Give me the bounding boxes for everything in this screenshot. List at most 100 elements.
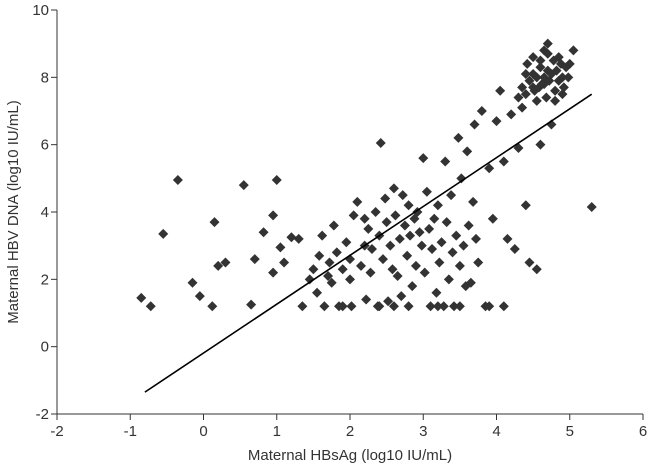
data-points <box>136 38 597 312</box>
data-point <box>531 95 542 106</box>
data-point <box>297 301 308 312</box>
data-point <box>209 217 220 228</box>
data-point <box>238 180 249 191</box>
data-point <box>438 301 449 312</box>
data-point <box>522 58 533 69</box>
data-point <box>279 257 290 268</box>
data-point <box>469 119 480 130</box>
data-point <box>396 291 407 302</box>
data-point <box>548 55 559 66</box>
data-point <box>365 267 376 278</box>
data-point <box>498 156 509 167</box>
data-point <box>502 233 513 244</box>
data-point <box>314 250 325 261</box>
data-point <box>447 247 458 258</box>
data-point <box>558 82 569 93</box>
data-point <box>425 301 436 312</box>
data-point <box>517 82 528 93</box>
data-point <box>359 213 370 224</box>
data-point <box>346 301 357 312</box>
data-point <box>366 244 377 255</box>
data-point <box>286 232 297 243</box>
data-point <box>431 287 442 298</box>
data-point <box>586 201 597 212</box>
data-point <box>440 156 451 167</box>
data-point <box>557 89 568 100</box>
x-tick-label: -2 <box>50 423 63 440</box>
data-point <box>517 102 528 113</box>
data-point <box>375 137 386 148</box>
data-point <box>476 106 487 116</box>
y-tick-label: 0 <box>41 339 49 356</box>
data-point <box>246 299 257 310</box>
data-point <box>434 257 445 268</box>
data-point <box>416 240 427 251</box>
data-point <box>407 281 418 292</box>
data-point <box>348 210 359 221</box>
data-point <box>187 277 198 288</box>
data-point <box>436 237 447 248</box>
data-point <box>541 92 552 103</box>
x-axis-title: Maternal HBsAg (log10 IU/mL) <box>248 447 452 464</box>
data-point <box>449 301 460 312</box>
data-point <box>304 274 315 285</box>
data-point <box>308 264 319 275</box>
data-point <box>345 274 355 285</box>
data-point <box>385 240 396 251</box>
data-point <box>535 62 546 73</box>
data-point <box>374 301 385 312</box>
data-point <box>443 274 454 285</box>
data-point <box>555 58 566 69</box>
data-point <box>268 210 279 221</box>
x-tick-label: 2 <box>346 423 354 440</box>
data-point <box>453 132 464 143</box>
data-point <box>337 264 348 275</box>
data-point <box>473 257 484 268</box>
data-point <box>377 254 388 265</box>
data-point <box>341 237 352 248</box>
data-point <box>551 65 562 76</box>
x-tick-label: -1 <box>124 423 137 440</box>
data-point <box>491 116 502 127</box>
data-point <box>424 223 435 234</box>
data-point <box>528 52 539 63</box>
data-point <box>388 183 399 194</box>
data-point <box>399 220 410 231</box>
data-point <box>403 301 414 312</box>
data-point <box>432 200 443 211</box>
data-point <box>331 247 342 258</box>
data-point <box>352 196 363 207</box>
data-point <box>337 301 348 312</box>
y-ticks: -2 0 2 4 6 8 10 <box>32 2 57 423</box>
data-point <box>381 217 392 228</box>
data-point <box>220 257 231 268</box>
data-point <box>326 277 337 288</box>
data-point <box>207 301 218 312</box>
data-point <box>271 175 282 186</box>
data-point <box>388 301 399 312</box>
data-point <box>498 301 509 312</box>
data-point <box>319 301 330 312</box>
data-point <box>454 301 465 312</box>
data-point <box>387 264 398 275</box>
data-point <box>451 230 462 241</box>
data-point <box>468 196 479 207</box>
data-point <box>564 58 575 69</box>
data-point <box>429 213 440 224</box>
x-tick-label: 5 <box>566 423 574 440</box>
x-tick-label: 0 <box>199 423 207 440</box>
data-point <box>535 55 546 66</box>
data-point <box>258 227 269 238</box>
regression-line <box>144 93 593 393</box>
data-point <box>213 260 224 271</box>
data-point <box>513 92 524 103</box>
data-point <box>394 233 405 244</box>
data-point <box>542 38 553 49</box>
data-point <box>323 270 334 281</box>
data-point <box>324 257 335 268</box>
y-tick-label: 6 <box>41 137 49 154</box>
data-point <box>397 190 408 201</box>
data-point <box>249 254 260 265</box>
y-tick-label: -2 <box>36 406 49 423</box>
